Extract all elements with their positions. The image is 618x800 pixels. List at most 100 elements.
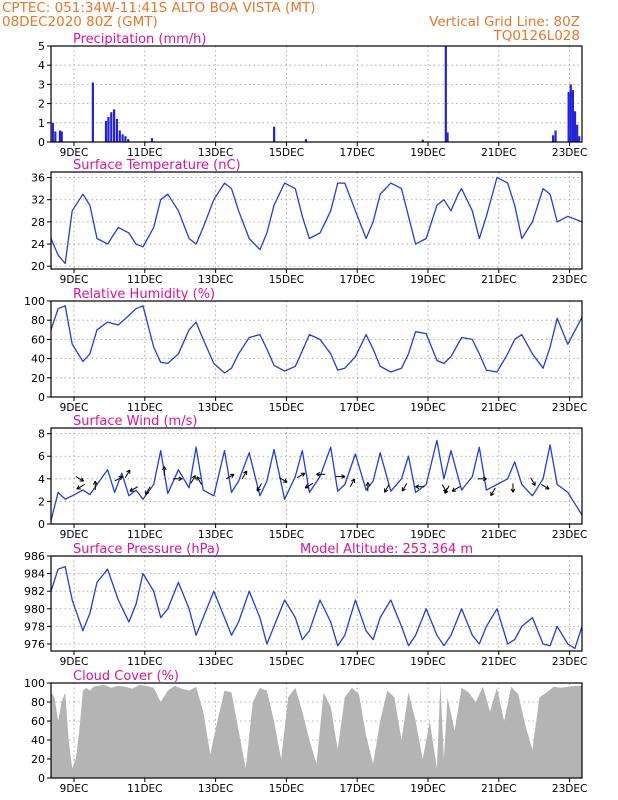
wind-arrow-shaft (145, 486, 151, 495)
precip-bar (91, 82, 94, 142)
wind-arrow-shaft (530, 477, 536, 486)
wind-arrow-head (341, 474, 346, 479)
temp-xtick-label: 23DEC (552, 274, 587, 286)
wind-arrow-shaft (129, 486, 138, 492)
wind-arrow-shaft (490, 487, 496, 496)
wind-arrow-head (384, 488, 389, 493)
wind-arrow-shaft (76, 484, 85, 490)
temp-panel: 20 24 28 32 36 9DEC 11DEC 13DEC 15DEC 17DEC 19DEC 2… (31, 158, 587, 286)
precip-bar (304, 139, 308, 142)
precip-bar (58, 130, 62, 142)
wind-arrow-shaft (304, 482, 314, 489)
rh-ytick-label: 60 (31, 333, 45, 346)
temp-xtick-label: 15DEC (269, 274, 304, 286)
precip-xtick-label: 23DEC (552, 147, 587, 159)
rh-xtick-label: 13DEC (198, 402, 233, 414)
rh-xtick-label: 19DEC (410, 402, 445, 414)
wind-ytick-label: 0 (38, 518, 45, 531)
rh-title: Relative Humidity (%) (73, 287, 215, 302)
wind-arrow-shaft (296, 472, 306, 479)
pressure-panel: 976 978 980 982 984 986 9DEC 11DEC 13DEC 15DEC 17D… (24, 542, 587, 668)
precip-bar (576, 124, 579, 142)
wind-title: Surface Wind (m/s) (73, 414, 197, 429)
wind-arrow-shaft (114, 476, 123, 482)
rh-xtick-label: 11DEC (127, 402, 162, 414)
pressure-frame (50, 555, 583, 652)
wind-ytick-label: 2 (38, 495, 45, 508)
header-model-code: TQ0126L028 (493, 28, 580, 44)
wind-ytick-label: 8 (38, 428, 45, 441)
rh-xtick-label: 21DEC (481, 402, 516, 414)
wind-arrow-shaft (241, 470, 248, 480)
precip-ytick-label: 1 (38, 117, 45, 130)
temp-xtick-label: 11DEC (127, 274, 162, 286)
wind-arrow-head (451, 487, 457, 492)
temp-xtick-label: 9DEC (60, 274, 89, 286)
rh-panel: 0 20 40 60 80 100 9DEC 11DEC 13DEC 15DEC 17DEC 19DE… (24, 287, 587, 414)
cloud-area (51, 683, 582, 778)
precip-ytick-label: 5 (38, 40, 45, 53)
precip-bar (121, 134, 124, 142)
wind-arrow-head (230, 473, 235, 478)
wind-arrow-head (196, 476, 201, 481)
precip-bar (578, 136, 581, 142)
pressure-xtick-label: 13DEC (198, 656, 233, 668)
wind-arrow-head (161, 466, 167, 471)
temp-frame (50, 171, 583, 270)
precip-bar (446, 132, 449, 142)
chart-header: CPTEC: 051:34W-11:41S ALTO BOA VISTA (MT… (0, 0, 618, 46)
rh-xtick-label: 15DEC (269, 402, 304, 414)
precip-ytick-label: 3 (38, 78, 45, 91)
wind-arrow-head (401, 487, 406, 492)
precip-bar (554, 130, 557, 142)
wind-xtick-label: 9DEC (60, 529, 89, 541)
cloud-xtick-label: 21DEC (481, 783, 516, 795)
wind-arrow-head (316, 471, 321, 477)
wind-arrow-head (76, 485, 81, 490)
wind-xtick-label: 19DEC (410, 529, 445, 541)
cloud-ytick-label: 80 (31, 696, 45, 709)
rh-ytick-label: 80 (31, 314, 45, 327)
wind-arrow-head (79, 477, 85, 482)
wind-xtick-label: 13DEC (198, 529, 233, 541)
wind-arrow-head (490, 491, 495, 497)
cloud-xtick-label: 9DEC (60, 783, 89, 795)
precip-panel: 0 1 2 3 4 5 9DEC 11DEC 13DEC 15DEC 17DEC 19DEC 21DEC… (38, 32, 587, 159)
wind-arrow-head (304, 484, 310, 489)
temp-title: Surface Temperature (nC) (73, 158, 241, 173)
precip-xtick-label: 19DEC (410, 147, 445, 159)
rh-ytick-label: 40 (31, 353, 45, 366)
pressure-ytick-label: 980 (24, 603, 45, 616)
wind-xtick-label: 17DEC (339, 529, 374, 541)
pressure-xtick-label: 9DEC (60, 656, 89, 668)
wind-arrow-shaft (225, 473, 235, 480)
wind-arrow-head (92, 480, 98, 485)
wind-xtick-label: 21DEC (481, 529, 516, 541)
header-grid-line-label: Vertical Grid Line: 80Z (429, 14, 580, 30)
cloud-ytick-label: 100 (24, 677, 45, 690)
precip-bar (104, 120, 108, 142)
precip-bar (571, 90, 574, 142)
header-station-line: CPTEC: 051:34W-11:41S ALTO BOA VISTA (MT… (2, 0, 316, 16)
precip-ytick-label: 4 (38, 59, 45, 72)
wind-arrow-head (178, 476, 183, 482)
temp-ytick-label: 20 (31, 260, 45, 273)
pressure-xtick-label: 11DEC (127, 656, 162, 668)
wind-arrow-head (191, 475, 196, 480)
precip-bar (569, 84, 572, 142)
precip-xtick-label: 15DEC (269, 147, 304, 159)
pressure-ytick-label: 984 (24, 568, 45, 581)
precip-bar (444, 46, 447, 142)
header-date-line: 08DEC2020 80Z (GMT) (2, 14, 158, 30)
wind-series-line (50, 439, 583, 521)
wind-arrow-head (415, 484, 420, 490)
precip-title: Precipitation (mm/h) (73, 32, 206, 47)
wind-arrow-shaft (196, 476, 202, 485)
cloud-ytick-label: 0 (38, 772, 45, 785)
wind-arrow-shaft (444, 485, 450, 494)
pressure-xtick-label: 17DEC (339, 656, 374, 668)
precip-bar (567, 92, 570, 142)
wind-arrow-head (129, 487, 134, 492)
pressure-title: Surface Pressure (hPa) (73, 542, 220, 557)
cloud-xtick-label: 13DEC (198, 783, 233, 795)
